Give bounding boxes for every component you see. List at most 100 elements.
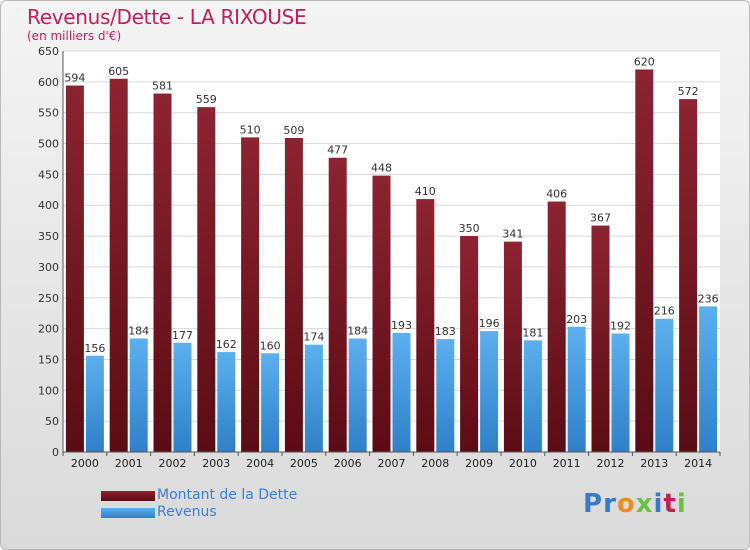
legend-swatch-dette bbox=[101, 491, 155, 501]
logo-letter: o bbox=[616, 489, 636, 519]
data-label: 203 bbox=[566, 313, 587, 326]
data-label: 183 bbox=[435, 325, 456, 338]
bar-dette bbox=[679, 99, 698, 453]
logo-letter: P bbox=[583, 489, 604, 519]
bar-revenus bbox=[655, 318, 674, 452]
y-tick-label: 0 bbox=[52, 446, 59, 459]
x-tick-label: 2004 bbox=[246, 457, 274, 470]
bar-revenus bbox=[699, 306, 718, 452]
x-tick-label: 2014 bbox=[684, 457, 712, 470]
x-tick-label: 2011 bbox=[553, 457, 581, 470]
bar-dette bbox=[416, 199, 435, 452]
bar-revenus bbox=[611, 333, 630, 452]
y-tick-label: 200 bbox=[38, 323, 59, 336]
y-tick-label: 300 bbox=[38, 261, 59, 274]
legend-label-revenus: Revenus bbox=[157, 504, 217, 520]
x-tick-label: 2003 bbox=[202, 457, 230, 470]
chart-title: Revenus/Dette - LA RIXOUSE bbox=[27, 5, 307, 29]
x-tick-label: 2010 bbox=[509, 457, 537, 470]
y-tick-label: 150 bbox=[38, 353, 59, 366]
data-label: 341 bbox=[502, 228, 523, 241]
x-tick-label: 2012 bbox=[597, 457, 625, 470]
bar-dette bbox=[547, 201, 566, 452]
chart-plot: 594 156 605 184 581 177 559 162 510 160 509 174 477 1… bbox=[38, 45, 721, 470]
data-label: 559 bbox=[196, 93, 217, 106]
bar-dette bbox=[284, 137, 303, 453]
logo-letter: i bbox=[676, 489, 687, 519]
bar-dette bbox=[65, 85, 84, 452]
bar-dette bbox=[503, 241, 522, 452]
bar-dette bbox=[591, 225, 610, 452]
y-tick-label: 250 bbox=[38, 292, 59, 305]
data-label: 196 bbox=[479, 317, 500, 330]
data-label: 605 bbox=[108, 65, 129, 78]
x-tick-label: 2001 bbox=[115, 457, 143, 470]
data-label: 620 bbox=[634, 56, 655, 69]
bar-dette bbox=[460, 236, 479, 452]
x-tick-label: 2007 bbox=[378, 457, 406, 470]
data-label: 192 bbox=[610, 320, 631, 333]
x-tick-label: 2008 bbox=[421, 457, 449, 470]
bar-revenus bbox=[480, 331, 499, 452]
data-label: 181 bbox=[522, 326, 543, 339]
data-label: 193 bbox=[391, 319, 412, 332]
data-label: 477 bbox=[327, 144, 348, 157]
x-tick-label: 2000 bbox=[71, 457, 99, 470]
bar-revenus bbox=[436, 339, 455, 452]
y-tick-label: 650 bbox=[38, 45, 59, 58]
data-label: 156 bbox=[84, 342, 105, 355]
data-label: 594 bbox=[64, 72, 85, 85]
y-tick-label: 450 bbox=[38, 168, 59, 181]
data-label: 162 bbox=[216, 338, 237, 351]
data-label: 367 bbox=[590, 212, 611, 225]
data-label: 406 bbox=[546, 188, 567, 201]
data-label: 174 bbox=[303, 331, 324, 344]
data-label: 236 bbox=[698, 292, 719, 305]
legend-swatch-revenus bbox=[101, 508, 155, 518]
y-tick-label: 600 bbox=[38, 76, 59, 89]
x-tick-label: 2013 bbox=[640, 457, 668, 470]
proxiti-logo: Proxiti bbox=[583, 489, 687, 519]
bar-revenus bbox=[523, 340, 542, 452]
data-label: 448 bbox=[371, 162, 392, 175]
bar-revenus bbox=[85, 355, 104, 452]
x-tick-label: 2002 bbox=[159, 457, 187, 470]
data-label: 216 bbox=[654, 305, 675, 318]
bar-revenus bbox=[304, 344, 323, 452]
bar-dette bbox=[109, 78, 128, 452]
bar-dette bbox=[328, 157, 347, 452]
bar-revenus bbox=[173, 342, 192, 452]
data-label: 184 bbox=[347, 324, 368, 337]
bar-dette bbox=[241, 137, 260, 452]
x-tick-label: 2009 bbox=[465, 457, 493, 470]
data-label: 510 bbox=[240, 123, 261, 136]
bar-revenus bbox=[567, 326, 586, 452]
y-tick-label: 350 bbox=[38, 230, 59, 243]
logo-letter: t bbox=[663, 489, 677, 519]
x-tick-label: 2005 bbox=[290, 457, 318, 470]
data-label: 581 bbox=[152, 80, 173, 93]
data-label: 410 bbox=[415, 185, 436, 198]
data-label: 160 bbox=[260, 339, 281, 352]
bar-revenus bbox=[261, 353, 280, 452]
y-tick-label: 100 bbox=[38, 384, 59, 397]
logo-letter: x bbox=[635, 489, 654, 519]
bar-dette bbox=[372, 175, 391, 452]
y-tick-label: 500 bbox=[38, 138, 59, 151]
x-tick-label: 2006 bbox=[334, 457, 362, 470]
data-label: 572 bbox=[678, 85, 699, 98]
y-tick-label: 550 bbox=[38, 107, 59, 120]
logo-letter: i bbox=[653, 489, 664, 519]
bar-dette bbox=[635, 69, 654, 452]
bar-revenus bbox=[129, 338, 148, 452]
y-tick-label: 400 bbox=[38, 199, 59, 212]
bar-dette bbox=[197, 107, 216, 452]
data-label: 177 bbox=[172, 329, 193, 342]
chart-subtitle: (en milliers d'€) bbox=[27, 29, 122, 43]
data-label: 509 bbox=[283, 124, 304, 137]
legend-label-dette: Montant de la Dette bbox=[157, 487, 298, 503]
plot-area bbox=[63, 51, 720, 452]
bar-revenus bbox=[217, 352, 236, 452]
bar-dette bbox=[153, 93, 172, 453]
